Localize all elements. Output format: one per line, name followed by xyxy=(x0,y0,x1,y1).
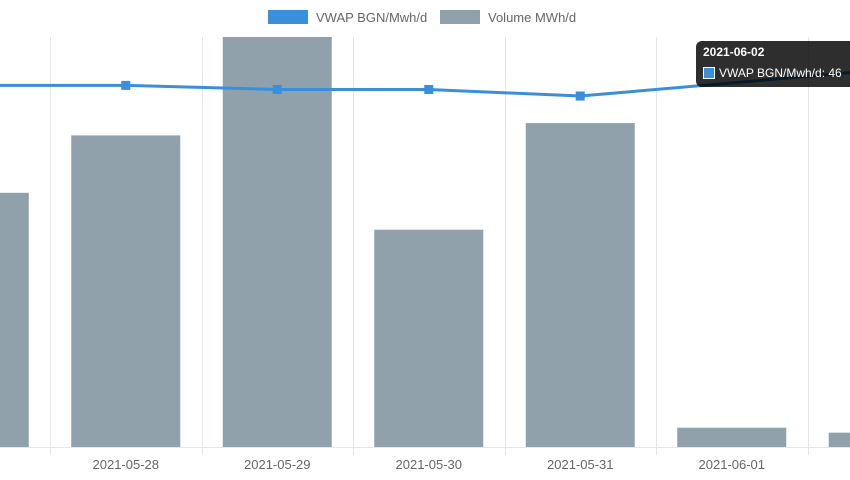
legend-item-volume[interactable]: Volume MWh/d xyxy=(440,7,576,27)
chart-legend: VWAP BGN/Mwh/d Volume MWh/d xyxy=(0,7,850,27)
volume-bar xyxy=(525,123,635,447)
volume-bar xyxy=(222,37,332,447)
vwap-point xyxy=(575,91,585,101)
volume-bar xyxy=(677,427,787,447)
x-tick-label: 2021-06-01 xyxy=(699,457,766,472)
tooltip-swatch xyxy=(703,67,715,79)
chart-tooltip: 2021-06-02 VWAP BGN/Mwh/d: 46 xyxy=(696,41,850,87)
legend-label-volume: Volume MWh/d xyxy=(488,9,577,25)
legend-swatch-vwap xyxy=(268,10,308,24)
tooltip-row: VWAP BGN/Mwh/d: 46 xyxy=(703,66,842,80)
vwap-point xyxy=(424,84,434,94)
legend-swatch-volume xyxy=(440,10,480,24)
x-tick-label: 2021-05-30 xyxy=(396,457,463,472)
volume-bar xyxy=(71,135,181,447)
x-tick-label: 2021-05-31 xyxy=(547,457,614,472)
vwap-point xyxy=(121,80,131,90)
x-tick-label: 2021-05-29 xyxy=(244,457,311,472)
vwap-line xyxy=(0,71,850,98)
vwap-point xyxy=(272,84,282,94)
tooltip-value: VWAP BGN/Mwh/d: 46 xyxy=(719,66,842,80)
legend-label-vwap: VWAP BGN/Mwh/d xyxy=(316,9,428,25)
volume-bar xyxy=(374,229,484,447)
volume-bar xyxy=(0,192,29,447)
x-tick-label: 2021-05-28 xyxy=(93,457,160,472)
tooltip-title: 2021-06-02 xyxy=(703,45,765,59)
volume-bar xyxy=(828,432,850,447)
legend-item-vwap[interactable]: VWAP BGN/Mwh/d xyxy=(268,7,427,27)
